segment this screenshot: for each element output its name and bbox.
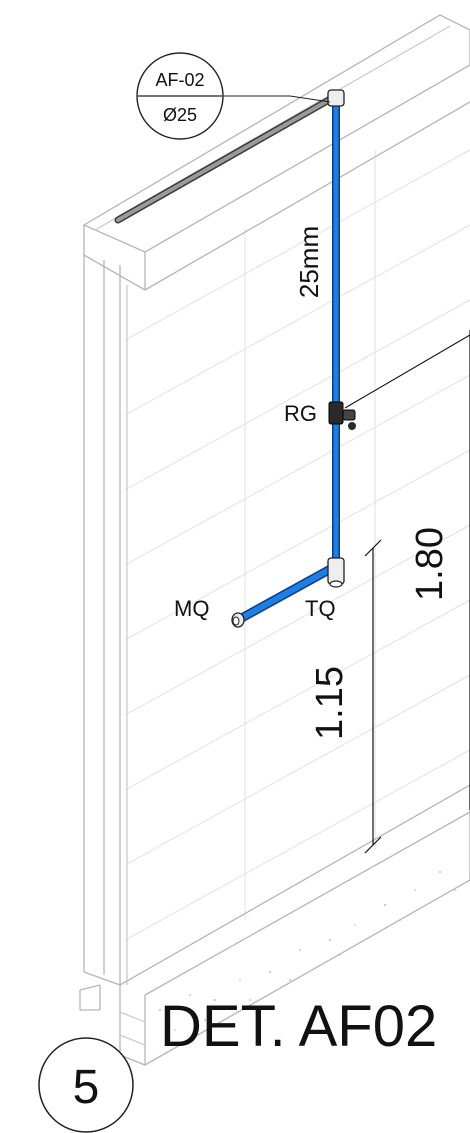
- mq-label: MQ: [174, 596, 209, 621]
- tq-label: TQ: [305, 596, 336, 621]
- total-height-dimension: 1.80: [409, 527, 451, 601]
- concrete-speckles: [159, 871, 456, 1031]
- rg-valve-fitting: [328, 334, 470, 430]
- detail-number-bubble: 5: [38, 1037, 134, 1133]
- detail-number: 5: [73, 1061, 100, 1114]
- top-elbow-fitting: [327, 89, 345, 107]
- outlet-height-value: 1.15: [309, 666, 351, 740]
- floor-slab: [119, 784, 470, 1066]
- top-horizontal-pipe: [116, 94, 338, 222]
- pipe-tag-bubble: AF-02 Ø25: [136, 52, 331, 140]
- left-column: [83, 255, 128, 986]
- pipe-size-label: 25mm: [294, 226, 324, 298]
- wall-surface-lines: [124, 149, 470, 941]
- tag-diameter: Ø25: [163, 105, 197, 125]
- tq-tee-fitting: [327, 557, 345, 588]
- top-beam: [82, 14, 470, 291]
- detail-title: DET. AF02: [160, 994, 437, 1059]
- outlet-pipe: [235, 563, 339, 623]
- water-pipe-system: [114, 89, 470, 628]
- wall-structure: [79, 14, 470, 1066]
- column-foot: [79, 984, 101, 1011]
- mq-cap-fitting: [231, 612, 245, 628]
- total-height-value: 1.80: [409, 527, 451, 601]
- outlet-height-dimension: 1.15: [309, 539, 382, 854]
- rg-label: RG: [284, 401, 317, 426]
- tag-code: AF-02: [155, 70, 204, 90]
